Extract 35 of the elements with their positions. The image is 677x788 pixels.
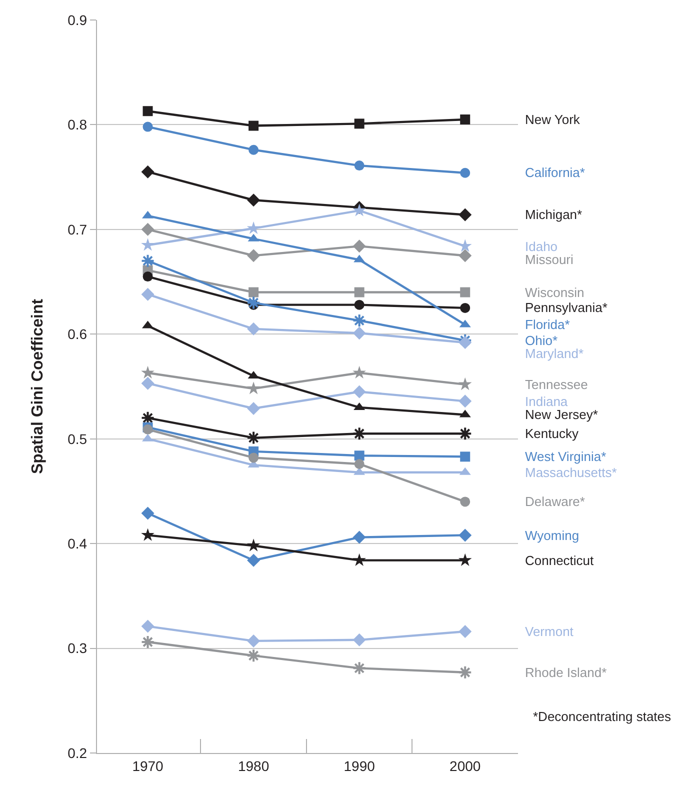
text: New Jersey* xyxy=(525,407,598,422)
y-tick-label: 0.6 xyxy=(68,326,88,342)
y-axis-title: Spatial Gini Coefficeint xyxy=(30,298,47,474)
y-tick-label: 0.5 xyxy=(68,430,88,447)
text: Delaware* xyxy=(525,494,585,509)
text: West Virginia* xyxy=(525,449,606,464)
text: Ohio* xyxy=(525,333,558,348)
text: Rhode Island* xyxy=(525,665,607,680)
text: Indiana xyxy=(525,394,568,409)
text: Tennessee xyxy=(525,377,588,392)
text: Wyoming xyxy=(525,528,580,543)
text: Kentucky xyxy=(525,426,579,441)
text: *Deconcentrating states xyxy=(533,709,672,724)
text: New York xyxy=(525,112,580,127)
x-tick-label: 2000 xyxy=(450,758,481,774)
y-tick-label: 0.9 xyxy=(68,12,88,28)
text: California* xyxy=(525,165,585,180)
text: Michigan* xyxy=(525,207,582,222)
text: Florida* xyxy=(525,317,570,332)
text: Connecticut xyxy=(525,553,594,568)
y-tick-label: 0.4 xyxy=(68,535,88,552)
text: Massachusetts* xyxy=(525,465,617,480)
text: Vermont xyxy=(525,624,574,639)
x-tick-label: 1980 xyxy=(238,758,270,774)
y-tick-label: 0.8 xyxy=(68,116,88,133)
y-tick-label: 0.2 xyxy=(68,744,88,761)
x-tick-label: 1970 xyxy=(132,758,164,774)
text: Idaho xyxy=(525,239,558,254)
text: Missouri xyxy=(525,252,574,267)
x-tick-label: 1990 xyxy=(344,758,376,774)
y-tick-label: 0.3 xyxy=(68,640,88,656)
text: Wisconsin xyxy=(525,285,584,300)
text: Pennsylvania* xyxy=(525,300,608,315)
text: Maryland* xyxy=(525,346,584,361)
y-tick-label: 0.7 xyxy=(68,221,88,238)
